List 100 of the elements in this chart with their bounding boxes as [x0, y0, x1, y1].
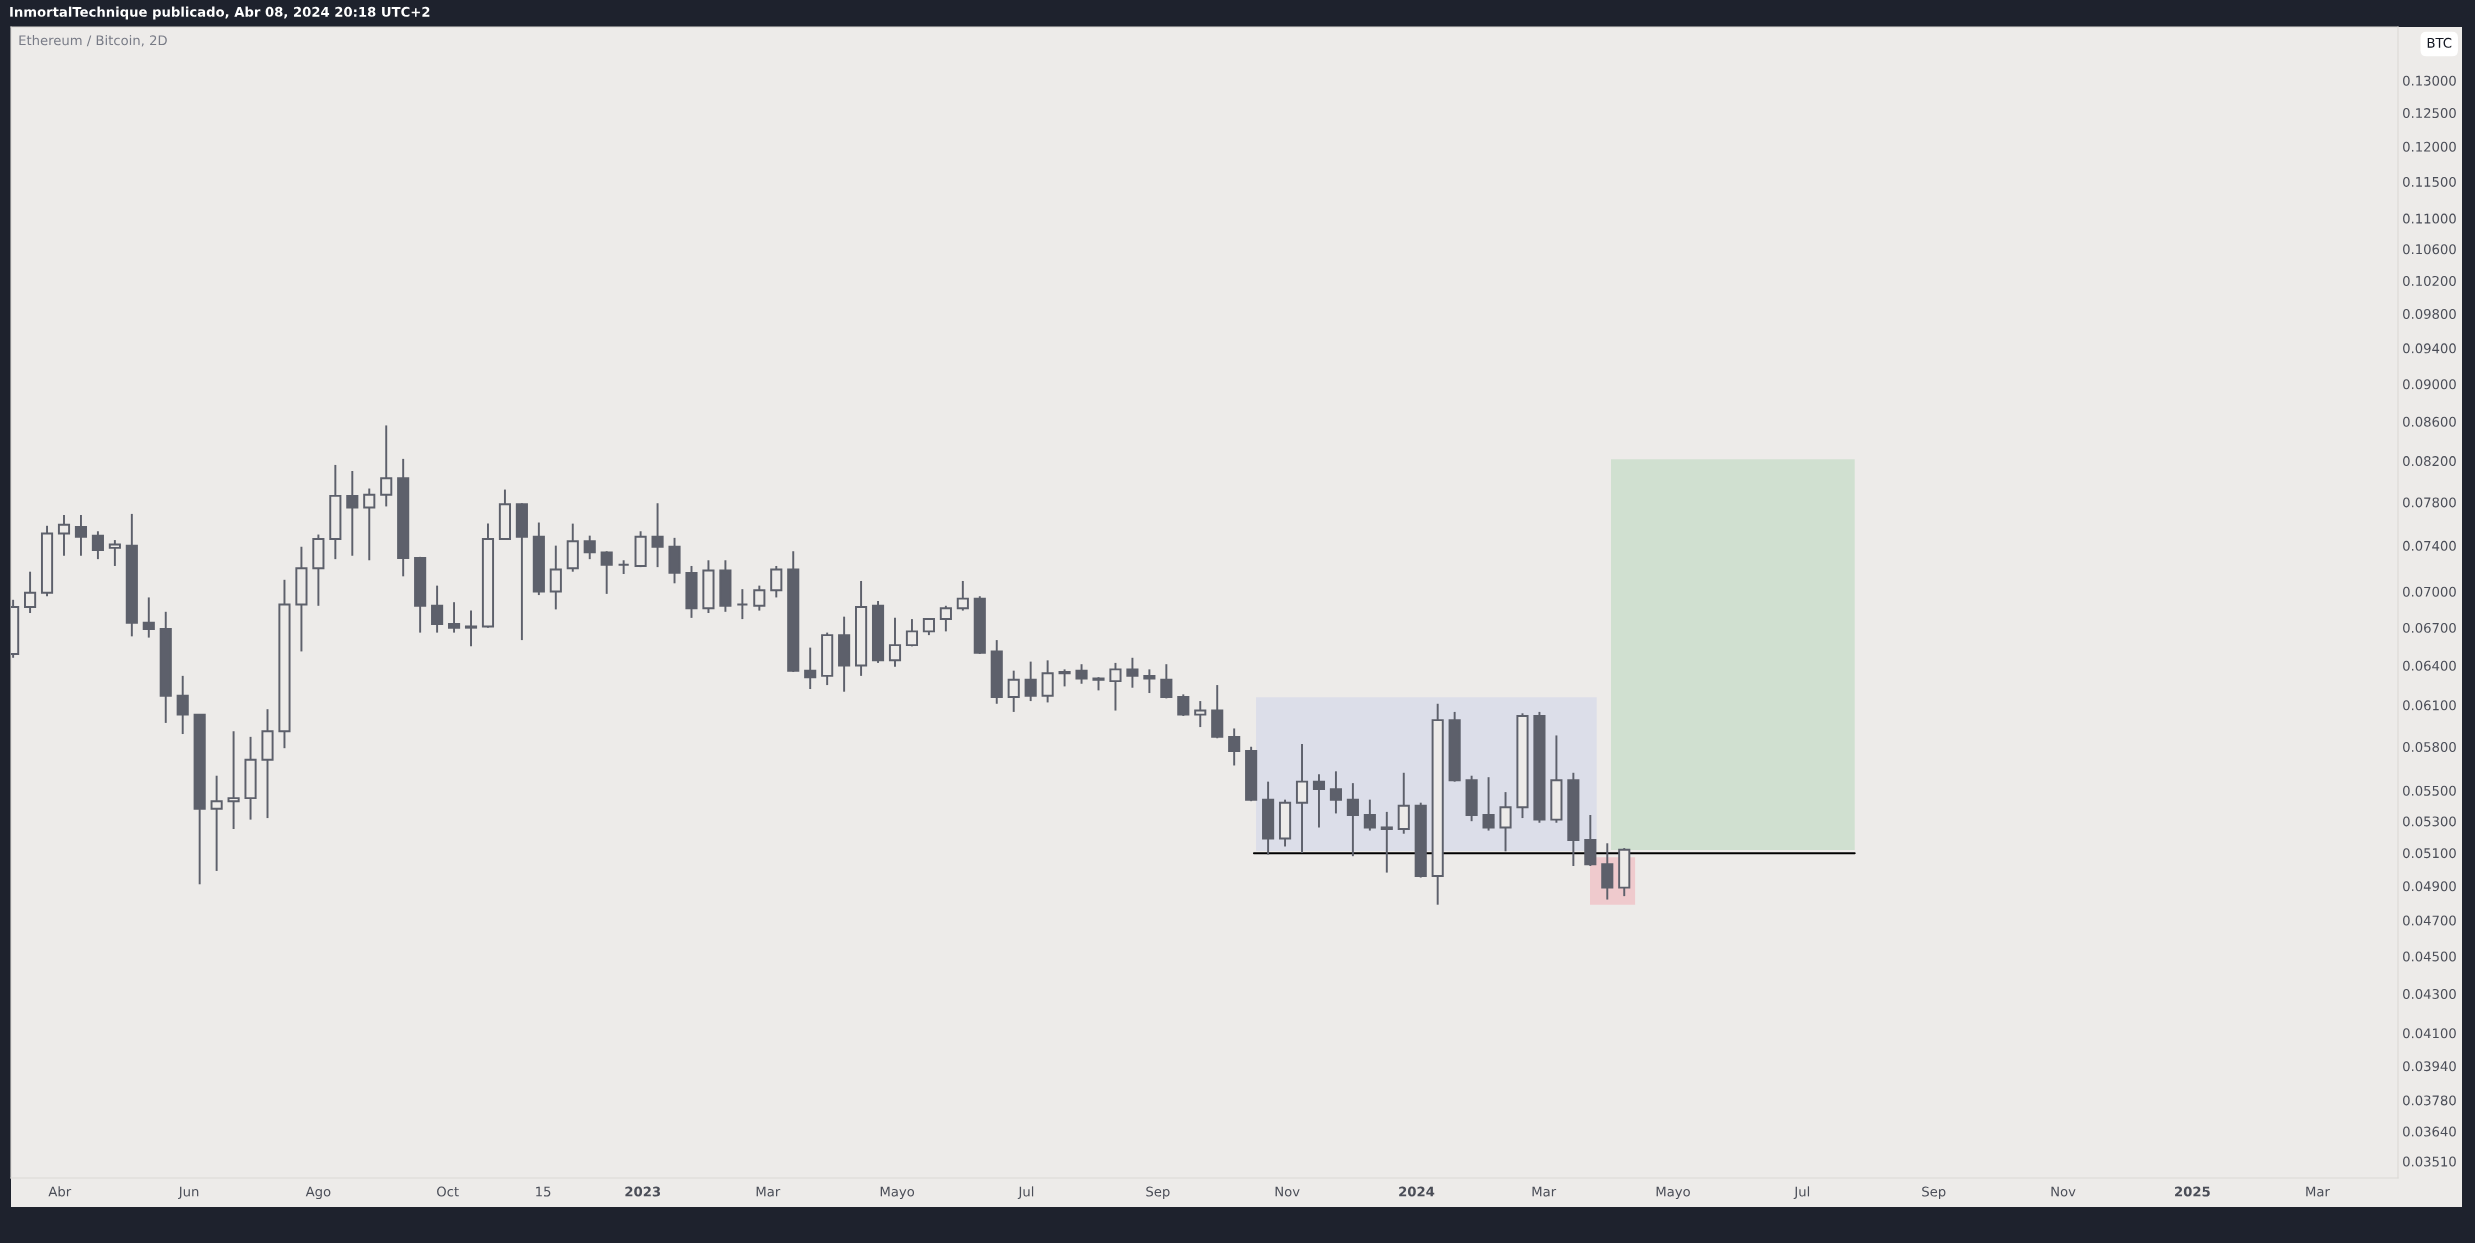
x-tick-label: Sep	[1146, 1186, 1170, 1200]
y-tick-label: 0.04300	[2403, 989, 2456, 999]
x-tick-label: 2025	[2175, 1186, 2210, 1197]
x-tick-label: Mar	[2306, 1186, 2330, 1197]
candlestick	[1397, 771, 1410, 835]
candlestick	[227, 730, 240, 830]
candlestick	[888, 616, 902, 668]
x-tick-label: Mar	[1532, 1186, 1557, 1197]
x-tick-label: Abr	[48, 1186, 72, 1197]
y-tick-label: 0.04900	[2403, 881, 2456, 892]
x-tick-label: Mayo	[880, 1186, 915, 1200]
candlestick	[363, 487, 376, 562]
y-tick-label: 0.05500	[2403, 785, 2456, 796]
candlestick	[736, 588, 749, 621]
y-tick-label: 0.03510	[2403, 1156, 2456, 1167]
x-tick-label: Sep	[1922, 1186, 1946, 1200]
y-tick-label: 0.09000	[2403, 379, 2456, 390]
candlestick	[1499, 791, 1512, 853]
candlestick	[346, 470, 359, 557]
candlestick	[431, 584, 444, 634]
candlestick	[380, 424, 393, 508]
y-tick-label: 0.10600	[2403, 244, 2456, 255]
candlestick	[1601, 842, 1614, 901]
candlestick	[210, 774, 223, 872]
y-tick-label: 0.06400	[2403, 660, 2456, 671]
y-tick-label: 0.08200	[2403, 456, 2456, 467]
y-tick-label: 0.12000	[2403, 141, 2456, 152]
candlestick	[651, 502, 664, 569]
text: Ethereum / Bitcoin, 2D	[19, 35, 167, 47]
x-tick-label: 2024	[1399, 1186, 1435, 1197]
y-tick-label: 0.09800	[2403, 308, 2456, 319]
candlestick	[1363, 798, 1376, 832]
candlestick	[939, 604, 952, 633]
y-tick-label: 0.13000	[2403, 75, 2456, 86]
candlestick	[464, 609, 478, 648]
candlestick	[583, 534, 596, 561]
candlestick	[549, 544, 562, 611]
x-tick-label: Mayo	[1656, 1186, 1690, 1200]
y-tick-label: 0.06700	[2403, 622, 2456, 633]
x-tick-label: 2023	[625, 1186, 661, 1197]
text: InmortalTechnique publicado, Abr 08, 2024 20:18 UTC+2	[10, 6, 430, 20]
y-tick-label: 0.07800	[2403, 497, 2456, 508]
x-tick-label: 15	[536, 1186, 551, 1197]
candlestick	[905, 618, 919, 648]
x-tick-label: Ago	[305, 1186, 331, 1200]
y-tick-label: 0.07400	[2403, 540, 2456, 551]
candlestick	[74, 514, 88, 557]
candlestick	[1109, 661, 1122, 712]
y-tick-label: 0.04500	[2403, 951, 2456, 962]
candlestick	[108, 539, 121, 567]
y-tick-label: 0.08600	[2403, 416, 2456, 427]
x-tick-label: Jun	[178, 1186, 199, 1199]
x-tick-label: Mar	[756, 1186, 781, 1197]
y-tick-label: 0.03940	[2403, 1061, 2456, 1072]
y-tick-label: 0.03640	[2403, 1126, 2456, 1137]
y-tick-label: 0.04100	[2403, 1028, 2456, 1039]
candlestick	[1329, 770, 1342, 815]
candlestick	[1228, 727, 1241, 767]
x-tick-label: Oct	[437, 1186, 459, 1197]
y-tick-label: 0.04700	[2403, 915, 2456, 926]
y-tick-label: 0.11000	[2403, 213, 2456, 224]
candlestick	[956, 580, 969, 612]
y-tick-label: 0.07000	[2403, 586, 2456, 597]
candlestick	[1295, 742, 1309, 854]
candlestick	[448, 601, 461, 634]
y-tick-label: 0.09400	[2403, 343, 2456, 354]
y-tick-label: 0.05300	[2403, 816, 2456, 827]
y-axis-title: BTC	[2427, 37, 2452, 48]
y-tick-label: 0.06100	[2403, 700, 2456, 711]
candlestick	[142, 596, 155, 639]
candlestick	[1380, 810, 1393, 874]
candlestick	[600, 550, 613, 595]
candlestick	[91, 530, 104, 561]
y-tick-label: 0.03780	[2403, 1095, 2456, 1106]
y-tick-label: 0.05800	[2403, 741, 2456, 752]
candlestick	[57, 514, 71, 557]
candlestick	[1194, 700, 1207, 729]
y-tick-label: 0.12500	[2403, 108, 2456, 119]
candlestick	[804, 646, 817, 691]
candlestick	[1041, 659, 1054, 704]
x-tick-label: Jul	[1793, 1186, 1810, 1199]
candlestick	[770, 565, 783, 599]
candlestick	[1482, 776, 1495, 832]
y-tick-label: 0.10200	[2403, 275, 2456, 286]
y-tick-label: 0.05100	[2403, 848, 2456, 859]
x-tick-label: Jul	[1017, 1186, 1034, 1199]
candlestick	[1346, 782, 1359, 858]
candlestick	[1143, 668, 1156, 694]
candlestick	[1024, 660, 1037, 703]
candlestick	[753, 584, 766, 612]
candlestick	[1075, 663, 1088, 685]
candlestick	[176, 674, 189, 736]
candlestick	[1126, 656, 1139, 689]
x-tick-label: Nov	[1275, 1186, 1300, 1197]
candlestick	[1160, 663, 1173, 700]
candlestick	[1007, 669, 1020, 713]
y-tick-label: 0.11500	[2403, 176, 2456, 187]
x-tick-label: Nov	[2051, 1186, 2076, 1197]
candlestick	[24, 570, 37, 614]
candlestick	[1312, 773, 1326, 829]
